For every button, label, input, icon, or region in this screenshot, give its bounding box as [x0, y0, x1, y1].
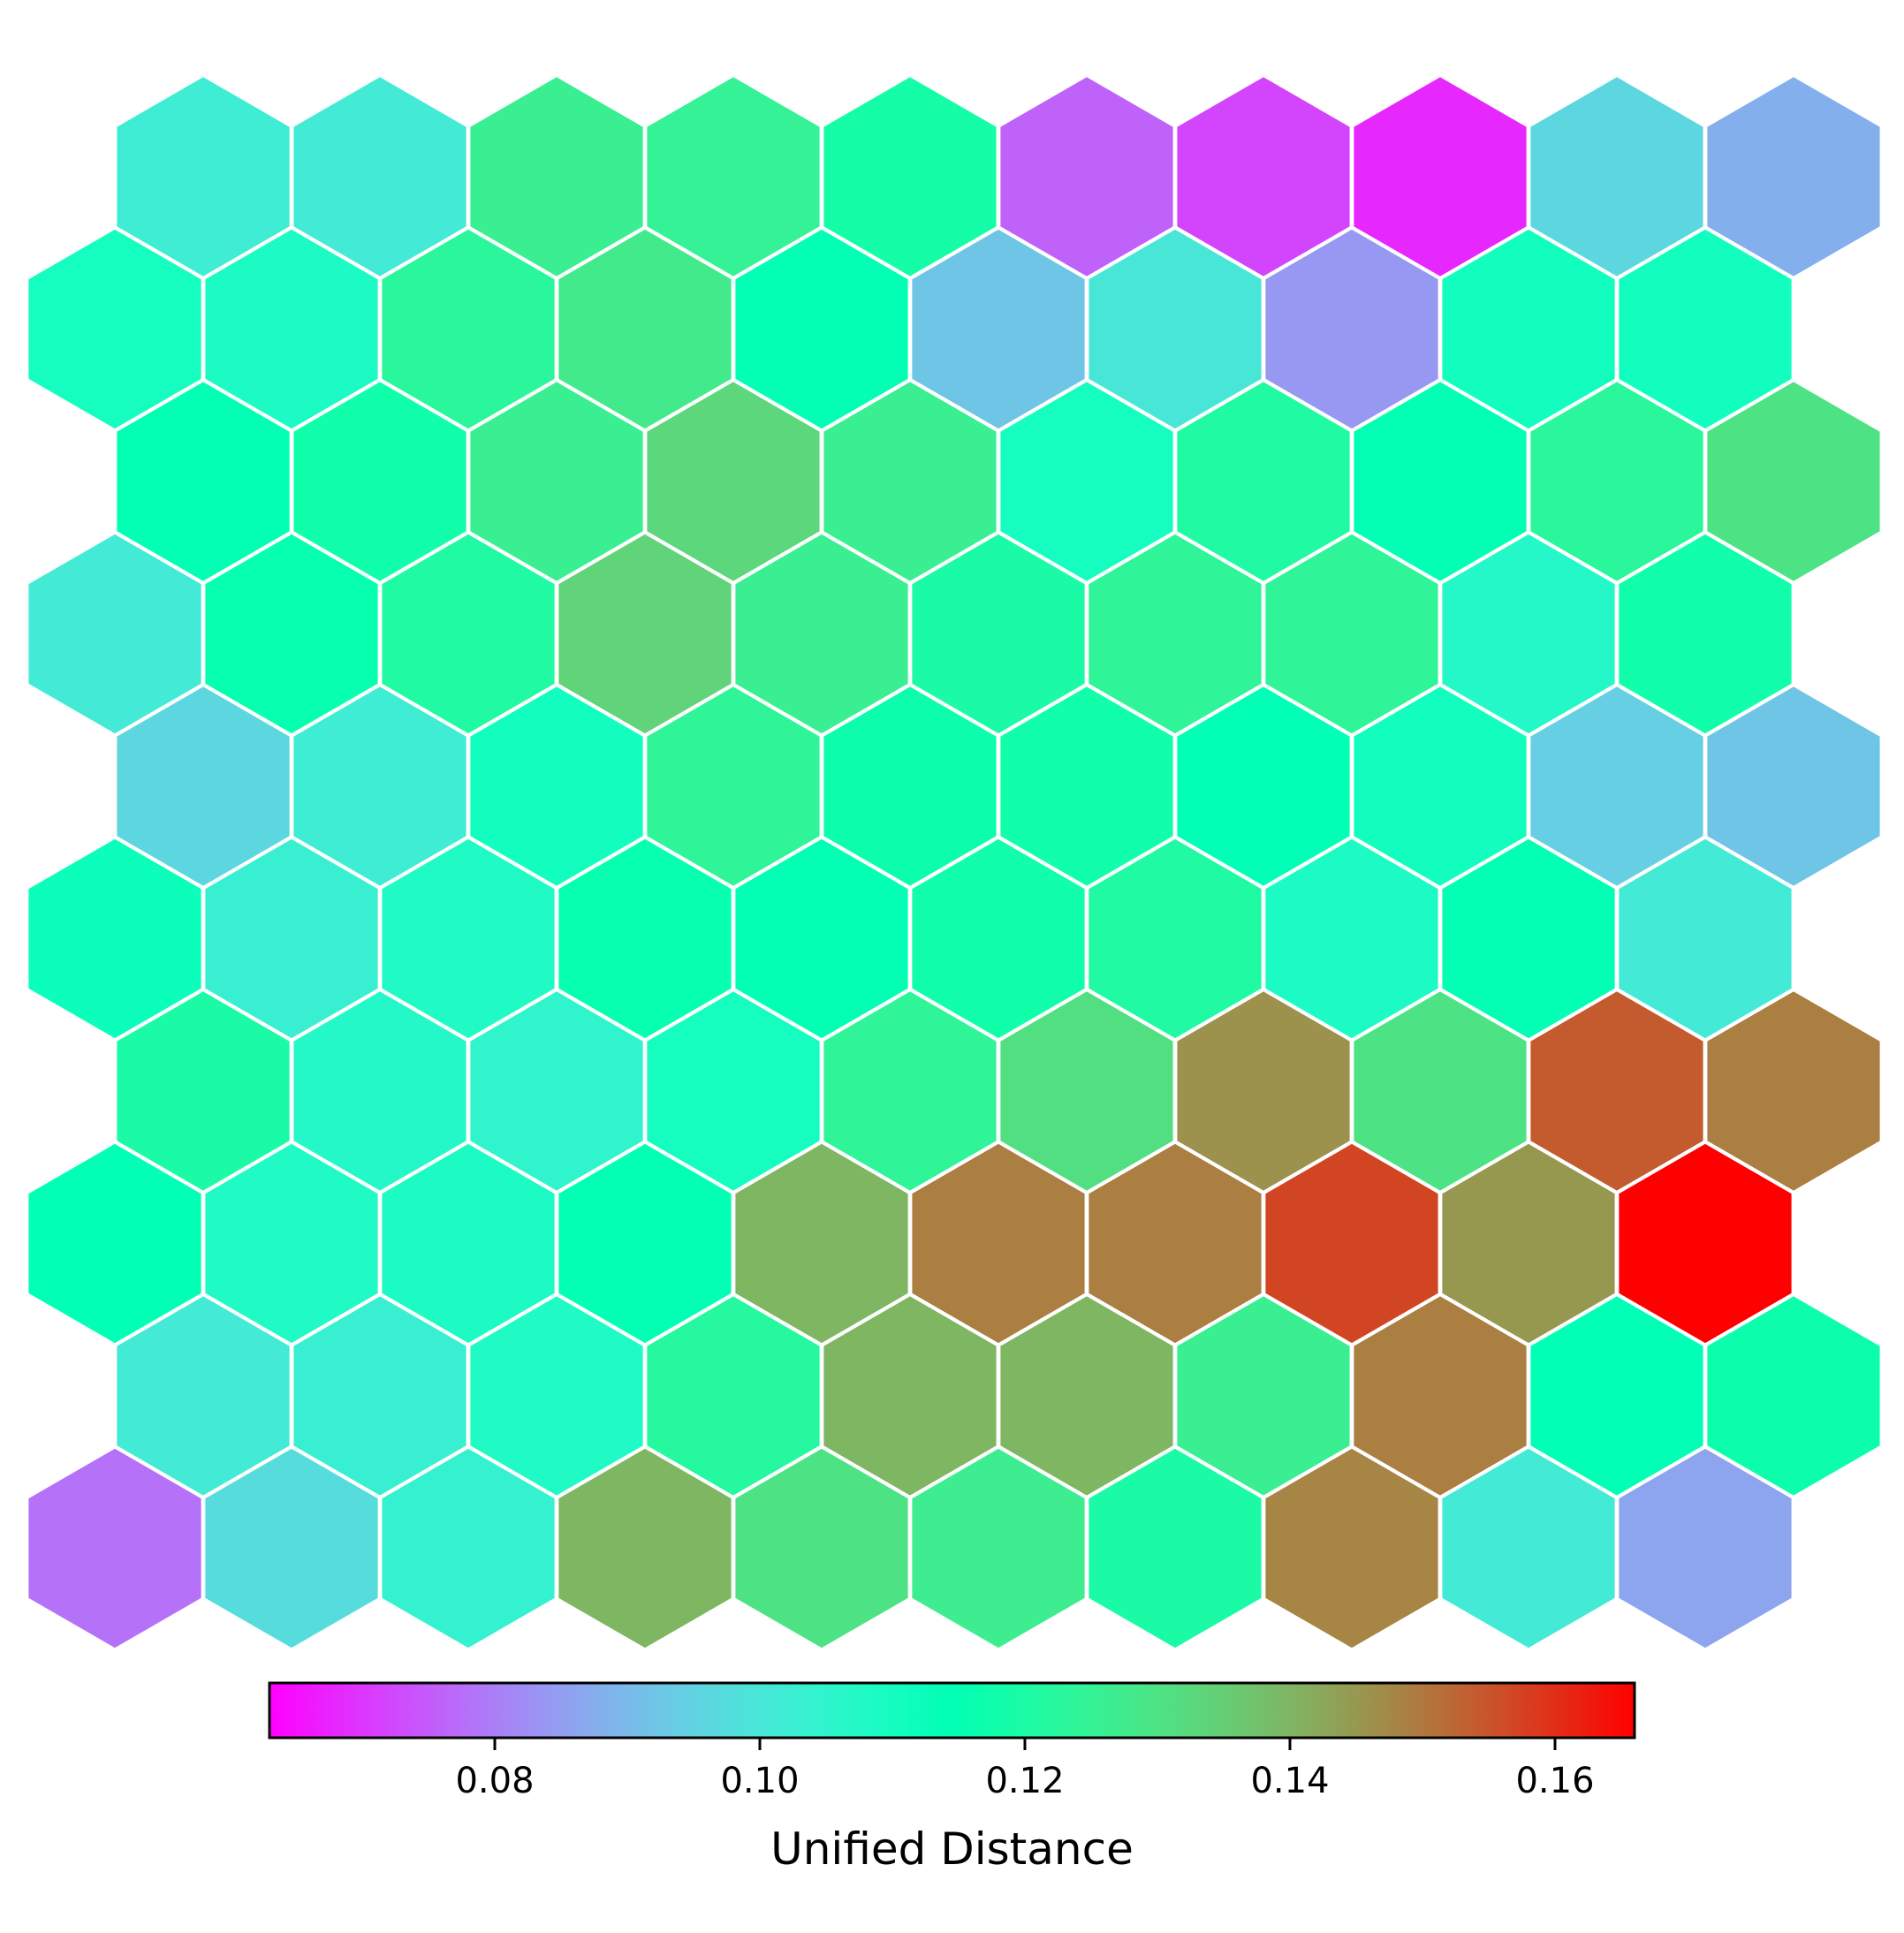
colorbar-tick-label: 0.10: [720, 1761, 799, 1801]
colorbar-tick-label: 0.16: [1515, 1761, 1594, 1801]
colorbar-tick-label: 0.14: [1250, 1761, 1329, 1801]
colorbar-tick-label: 0.12: [985, 1761, 1064, 1801]
colorbar: 0.08 0.10 0.12 0.14 0.16 Unified Distance: [268, 1681, 1636, 1875]
hex-cells: [25, 72, 1884, 1652]
colorbar-gradient: [268, 1681, 1636, 1740]
colorbar-label: Unified Distance: [770, 1823, 1134, 1875]
hex-cell-r9-c9: [1615, 1444, 1795, 1652]
colorbar-ticks: 0.08 0.10 0.12 0.14 0.16: [455, 1738, 1595, 1801]
colorbar-tick-label: 0.08: [455, 1761, 534, 1801]
